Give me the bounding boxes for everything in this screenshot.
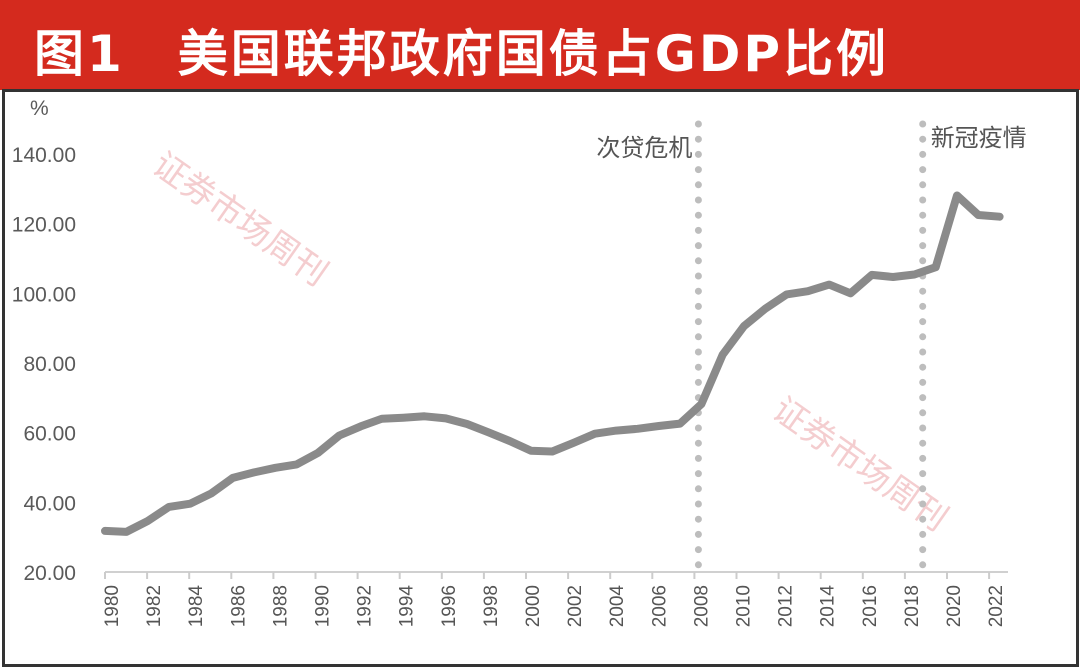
x-tick-label: 1996 — [439, 585, 460, 627]
x-tick-label: 2004 — [607, 585, 628, 628]
x-tick-label: 2008 — [691, 585, 712, 627]
x-tick-label: 2014 — [818, 585, 839, 628]
x-tick-label: 2018 — [902, 585, 923, 627]
x-tick-label: 1984 — [186, 585, 207, 628]
x-tick-label: 1982 — [144, 585, 165, 627]
annotation-label: 新冠疫情 — [931, 124, 1027, 152]
title-bar: 图1 美国联邦政府国债占GDP比例 — [0, 0, 1080, 90]
x-tick-label: 1990 — [313, 585, 334, 627]
y-axis-unit: % — [30, 97, 49, 120]
x-tick-label: 2010 — [734, 585, 755, 627]
y-tick-label: 100.00 — [12, 283, 76, 306]
x-tick-label: 1998 — [481, 585, 502, 627]
y-tick-label: 40.00 — [23, 492, 76, 515]
watermark-0: 证券市场周刊 — [145, 145, 335, 295]
y-tick-label: 120.00 — [12, 214, 76, 237]
x-tick-label: 1986 — [228, 585, 249, 627]
x-tick-label: 1992 — [355, 585, 376, 627]
y-tick-label: 20.00 — [23, 562, 76, 585]
watermark-1: 证券市场周刊 — [765, 390, 955, 540]
x-tick-label: 2002 — [565, 585, 586, 627]
x-tick-label: 1988 — [270, 585, 291, 627]
x-tick-label: 1994 — [397, 585, 418, 628]
x-tick-label: 2022 — [986, 585, 1007, 627]
x-tick-label: 2016 — [860, 585, 881, 627]
x-tick-label: 2000 — [523, 585, 544, 627]
chart-frame — [2, 89, 1079, 667]
y-tick-label: 60.00 — [23, 423, 76, 446]
annotation-label: 次贷危机 — [596, 134, 692, 162]
y-tick-label: 140.00 — [12, 144, 76, 167]
x-tick-label: 2020 — [944, 585, 965, 627]
x-tick-label: 2012 — [776, 585, 797, 627]
y-tick-label: 80.00 — [23, 353, 76, 376]
x-tick-label: 1980 — [102, 585, 123, 627]
x-tick-label: 2006 — [649, 585, 670, 627]
chart-title: 图1 美国联邦政府国债占GDP比例 — [34, 25, 889, 83]
